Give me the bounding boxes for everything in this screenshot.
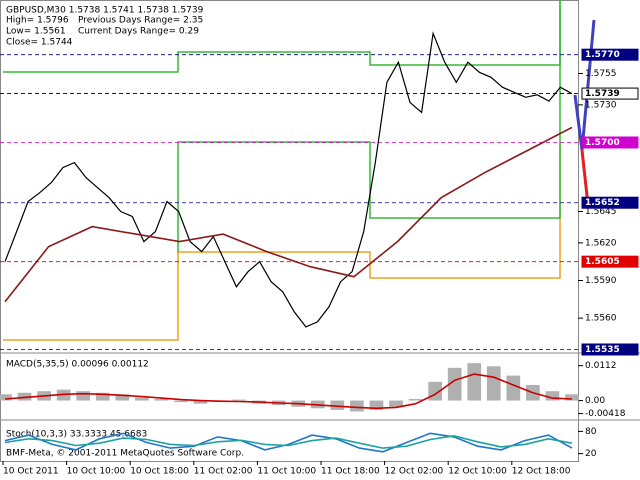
series-line <box>4 373 573 410</box>
x-tick-label: 10 Oct 10:00 <box>67 467 126 477</box>
forecast-arrow <box>580 149 590 206</box>
level-label: 1.5770 <box>585 50 620 60</box>
level-box <box>581 136 639 149</box>
level-box <box>581 255 639 268</box>
x-tick-label: 12 Oct 18:00 <box>512 467 571 477</box>
x-tick-label: 11 Oct 02:00 <box>194 467 253 477</box>
histogram-bar <box>115 394 130 401</box>
panel-title: Stoch(10,3,3) 33.3333 45.6683 <box>6 430 147 440</box>
x-tick-label: 10 Oct 18:00 <box>130 467 189 477</box>
histogram-bar <box>408 398 423 401</box>
y-tick-label: 1.5560 <box>585 314 617 324</box>
y-tick-label: 1.5755 <box>585 69 617 79</box>
level-label: 1.5535 <box>585 345 620 355</box>
histogram-bar <box>135 397 149 401</box>
y-tick-label: 1.5620 <box>585 238 617 248</box>
y-tick-label: 1.5590 <box>585 276 617 286</box>
frame <box>0 0 579 462</box>
level-label: 1.5700 <box>585 138 620 148</box>
footer: BMF-Meta, © 2001-2011 MetaQuotes Softwar… <box>6 449 244 459</box>
x-tick-label: 11 Oct 10:00 <box>257 467 316 477</box>
y-tick-label: -0.00418 <box>585 409 626 419</box>
histogram-bar <box>447 367 462 401</box>
y-tick-label: 1.5645 <box>585 207 617 217</box>
info-label: High= 1.5796 <box>6 16 69 26</box>
info-label: Previous Days Range= 2.35 <box>78 16 203 26</box>
x-tick-label: 12 Oct 10:00 <box>448 467 507 477</box>
channel-lower <box>177 0 561 252</box>
histogram-bar <box>76 391 91 401</box>
series-line <box>4 31 573 328</box>
histogram-bar <box>486 366 501 401</box>
info-label: Low= 1.5561 <box>6 27 66 37</box>
series-line <box>4 126 573 303</box>
level-box <box>581 196 639 209</box>
histogram-bar <box>232 399 247 401</box>
level-label: 1.5739 <box>585 89 620 99</box>
histogram-bar <box>0 394 12 401</box>
level-label: 1.5605 <box>585 257 620 267</box>
x-tick-label: 10 Oct 2011 <box>3 467 59 477</box>
histogram-bar <box>350 400 364 412</box>
pivot-channel <box>3 145 561 341</box>
histogram-bar <box>389 400 403 407</box>
y-tick-label: 0.0112 <box>585 361 617 371</box>
histogram-bar <box>154 398 169 401</box>
panel-title: MACD(5,35,5) 0.00096 0.00112 <box>6 360 149 370</box>
histogram-bar <box>565 394 579 401</box>
histogram-bar <box>95 392 110 401</box>
chart-title: GBPUSD,M30 1.5738 1.5741 1.5738 1.5739 <box>6 6 204 16</box>
y-tick-label: 80 <box>585 427 597 437</box>
histogram-bar <box>174 400 188 403</box>
histogram-bar <box>369 400 384 410</box>
y-tick-label: 20 <box>585 449 597 459</box>
info-label: Close= 1.5744 <box>6 38 73 48</box>
series-line <box>4 432 573 453</box>
level-box <box>581 48 639 61</box>
level-label: 1.5652 <box>585 198 620 208</box>
x-tick-label: 12 Oct 02:00 <box>385 467 444 477</box>
level-box <box>581 343 639 356</box>
histogram-bar <box>506 375 521 401</box>
y-tick-label: 1.5730 <box>585 100 617 110</box>
histogram-bar <box>330 400 345 410</box>
y-tick-label: 0.00 <box>585 396 605 406</box>
series-line <box>4 434 573 449</box>
level-box <box>581 87 639 100</box>
histogram-bar <box>545 391 560 401</box>
info-label: Current Days Range= 0.29 <box>78 27 199 37</box>
x-tick-label: 11 Oct 18:00 <box>321 467 380 477</box>
histogram-bar <box>193 400 208 404</box>
histogram-bar <box>467 363 482 401</box>
